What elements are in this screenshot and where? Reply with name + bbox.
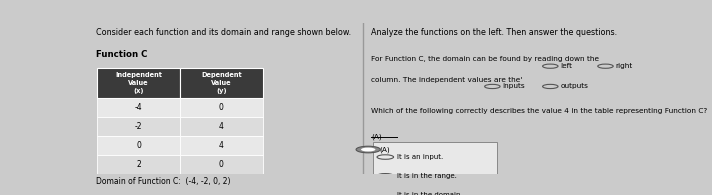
- Text: -2: -2: [135, 122, 142, 131]
- Text: left: left: [560, 63, 572, 69]
- Text: outputs: outputs: [560, 83, 588, 90]
- FancyBboxPatch shape: [98, 68, 180, 98]
- FancyBboxPatch shape: [372, 142, 497, 195]
- Text: Analyze the functions on the left. Then answer the questions.: Analyze the functions on the left. Then …: [371, 28, 617, 37]
- Text: For Function C, the domain can be found by reading down the: For Function C, the domain can be found …: [371, 56, 599, 62]
- FancyBboxPatch shape: [180, 98, 263, 117]
- Text: Domain of Function C:  (-4, -2, 0, 2): Domain of Function C: (-4, -2, 0, 2): [95, 176, 230, 186]
- Text: 0: 0: [136, 141, 141, 150]
- Text: inputs: inputs: [502, 83, 525, 90]
- Circle shape: [356, 146, 380, 153]
- FancyBboxPatch shape: [180, 136, 263, 155]
- FancyBboxPatch shape: [180, 68, 263, 98]
- Text: Independent
Value
(x): Independent Value (x): [115, 73, 162, 94]
- Text: 4: 4: [219, 122, 224, 131]
- Text: It is in the domain.: It is in the domain.: [397, 191, 464, 195]
- Text: 2: 2: [136, 160, 141, 169]
- Text: It is an input.: It is an input.: [397, 154, 444, 160]
- FancyBboxPatch shape: [98, 98, 180, 117]
- FancyBboxPatch shape: [98, 155, 180, 174]
- FancyBboxPatch shape: [98, 117, 180, 136]
- FancyBboxPatch shape: [180, 155, 263, 174]
- Text: It is in the range.: It is in the range.: [397, 173, 457, 179]
- Text: column. The independent values are the': column. The independent values are the': [371, 77, 523, 83]
- Text: Which of the following correctly describes the value 4 in the table representing: Which of the following correctly describ…: [371, 108, 707, 114]
- Circle shape: [361, 148, 375, 152]
- Text: right: right: [615, 63, 633, 69]
- FancyBboxPatch shape: [98, 136, 180, 155]
- Text: Function C: Function C: [95, 51, 147, 59]
- Text: 0: 0: [219, 160, 224, 169]
- Text: (A): (A): [379, 146, 391, 153]
- Text: 4: 4: [219, 141, 224, 150]
- Text: Consider each function and its domain and range shown below.: Consider each function and its domain an…: [95, 28, 351, 37]
- Text: (A): (A): [371, 133, 382, 139]
- Text: Dependent
Value
(y): Dependent Value (y): [201, 73, 242, 94]
- FancyBboxPatch shape: [180, 117, 263, 136]
- Text: -4: -4: [135, 103, 142, 112]
- Text: 0: 0: [219, 103, 224, 112]
